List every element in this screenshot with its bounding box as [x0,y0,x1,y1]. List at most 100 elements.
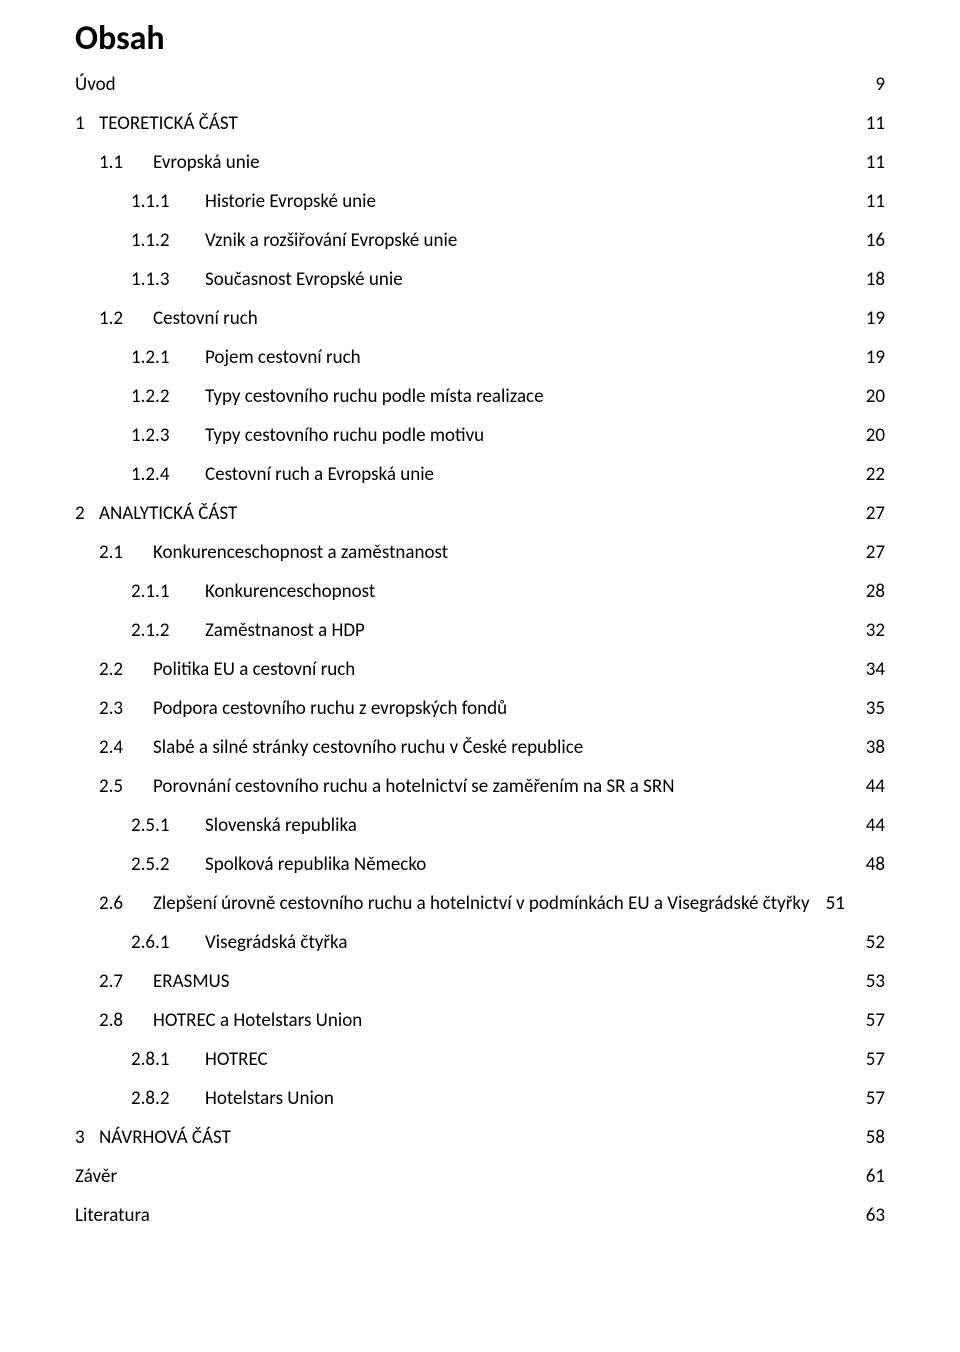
toc-entry-page: 19 [866,348,885,367]
toc-entry-page: 63 [866,1206,885,1225]
toc-entry-label: ERASMUS [153,972,229,991]
toc-entry-number: 1 [75,114,99,133]
toc-entry-page: 11 [866,192,885,211]
toc-entry: 2.7ERASMUS53 [75,972,885,991]
toc-entry-number: 2.8.1 [131,1050,205,1069]
table-of-contents: Úvod91TEORETICKÁ ČÁST111.1Evropská unie1… [75,75,885,1225]
toc-entry-number: 2.3 [99,699,153,718]
toc-entry-number: 1.2.3 [131,426,205,445]
toc-entry: 1.2.2Typy cestovního ruchu podle místa r… [75,387,885,406]
toc-entry-label: Cestovní ruch [153,309,258,328]
toc-entry-number: 1.1.3 [131,270,205,289]
toc-entry-page: 48 [866,855,885,874]
toc-entry: 2.1Konkurenceschopnost a zaměstnanost27 [75,543,885,562]
toc-entry-label: NÁVRHOVÁ ČÁST [99,1128,231,1147]
toc-entry-page: 22 [866,465,885,484]
toc-entry-page: 27 [866,504,885,523]
toc-entry-label: Úvod [75,75,116,94]
toc-entry-page: 20 [866,426,885,445]
toc-entry-page: 27 [866,543,885,562]
toc-entry-number: 2.8 [99,1011,153,1030]
page: Obsah Úvod91TEORETICKÁ ČÁST111.1Evropská… [0,0,960,1285]
toc-entry: 2ANALYTICKÁ ČÁST 27 [75,504,885,523]
toc-entry-page: 38 [866,738,885,757]
toc-entry-label: Typy cestovního ruchu podle motivu [205,426,484,445]
toc-entry: 1.2.3Typy cestovního ruchu podle motivu 2… [75,426,885,445]
toc-entry: 1.2.1Pojem cestovní ruch 19 [75,348,885,367]
toc-entry: 2.4Slabé a silné stránky cestovního ruch… [75,738,885,757]
toc-entry-label: Současnost Evropské unie [205,270,403,289]
toc-entry: 2.6.1Visegrádská čtyřka52 [75,933,885,952]
toc-entry-label: Visegrádská čtyřka [205,933,347,952]
toc-entry-label: Slabé a silné stránky cestovního ruchu v… [153,738,583,757]
toc-entry-page: 53 [866,972,885,991]
toc-entry-number: 2.5 [99,777,153,796]
toc-entry-number: 2 [75,504,99,523]
toc-entry-label: Vznik a rozšiřování Evropské unie [205,231,457,250]
toc-entry: 2.8.1HOTREC 57 [75,1050,885,1069]
toc-entry-label: HOTREC a Hotelstars Union [153,1011,362,1030]
toc-entry-label: Typy cestovního ruchu podle místa realiz… [205,387,544,406]
toc-entry-label: Konkurenceschopnost [205,582,375,601]
toc-entry-page: 57 [866,1050,885,1069]
toc-entry-label: Cestovní ruch a Evropská unie [205,465,434,484]
toc-entry-label: Závěr [75,1167,117,1186]
toc-entry: 2.1.2Zaměstnanost a HDP 32 [75,621,885,640]
toc-entry-label: Politika EU a cestovní ruch [153,660,355,679]
toc-entry: 2.3Podpora cestovního ruchu z evropských… [75,699,885,718]
toc-entry: 2.8.2Hotelstars Union57 [75,1089,885,1108]
toc-entry: 1.2Cestovní ruch19 [75,309,885,328]
toc-entry-number: 2.6 [99,894,153,913]
toc-entry: 1.1.1Historie Evropské unie 11 [75,192,885,211]
toc-entry-number: 1.1 [99,153,153,172]
toc-entry-label: Podpora cestovního ruchu z evropských fo… [153,699,507,718]
toc-entry: Závěr 61 [75,1167,885,1186]
toc-entry-label: Historie Evropské unie [205,192,376,211]
toc-entry-number: 3 [75,1128,99,1147]
toc-entry-label: Hotelstars Union [205,1089,334,1108]
toc-entry-number: 2.1.2 [131,621,205,640]
toc-entry-number: 2.5.2 [131,855,205,874]
toc-entry-label: Pojem cestovní ruch [205,348,361,367]
toc-entry: Úvod 9 [75,75,885,94]
toc-title: Obsah [75,20,885,57]
toc-entry: 2.5.1Slovenská republika44 [75,816,885,835]
toc-entry-page: 34 [866,660,885,679]
toc-entry: 1.1Evropská unie11 [75,153,885,172]
toc-entry-number: 2.4 [99,738,153,757]
toc-entry: 2.1.1Konkurenceschopnost28 [75,582,885,601]
toc-entry-page: 51 [826,894,845,913]
toc-entry-label: Zaměstnanost a HDP [205,621,365,640]
toc-entry-page: 44 [866,777,885,796]
toc-entry-page: 32 [866,621,885,640]
toc-entry: 1TEORETICKÁ ČÁST 11 [75,114,885,133]
toc-entry: 2.5.2Spolková republika Německo 48 [75,855,885,874]
toc-entry-number: 2.1.1 [131,582,205,601]
toc-entry: 2.8HOTREC a Hotelstars Union 57 [75,1011,885,1030]
toc-entry-page: 11 [866,153,885,172]
toc-entry-page: 16 [866,231,885,250]
toc-entry-page: 57 [866,1011,885,1030]
toc-entry-label: HOTREC [205,1050,268,1069]
toc-entry-number: 1.2.2 [131,387,205,406]
toc-entry-page: 61 [866,1167,885,1186]
toc-entry-number: 1.1.1 [131,192,205,211]
toc-entry-page: 57 [866,1089,885,1108]
toc-entry-label: TEORETICKÁ ČÁST [99,114,238,133]
toc-entry-page: 18 [866,270,885,289]
toc-entry-page: 52 [866,933,885,952]
toc-entry-page: 35 [866,699,885,718]
toc-entry-number: 2.2 [99,660,153,679]
toc-entry-label: Slovenská republika [205,816,357,835]
toc-entry-page: 11 [866,114,885,133]
toc-entry-number: 1.2.1 [131,348,205,367]
toc-entry-label: ANALYTICKÁ ČÁST [99,504,237,523]
toc-entry-label: Konkurenceschopnost a zaměstnanost [153,543,448,562]
toc-entry: 2.5Porovnání cestovního ruchu a hotelnic… [75,777,885,796]
toc-entry-page: 44 [866,816,885,835]
toc-entry-page: 20 [866,387,885,406]
toc-entry-label: Spolková republika Německo [205,855,426,874]
toc-entry-label: Porovnání cestovního ruchu a hotelnictví… [153,777,674,796]
toc-entry-page: 9 [875,75,885,94]
toc-entry-number: 1.1.2 [131,231,205,250]
